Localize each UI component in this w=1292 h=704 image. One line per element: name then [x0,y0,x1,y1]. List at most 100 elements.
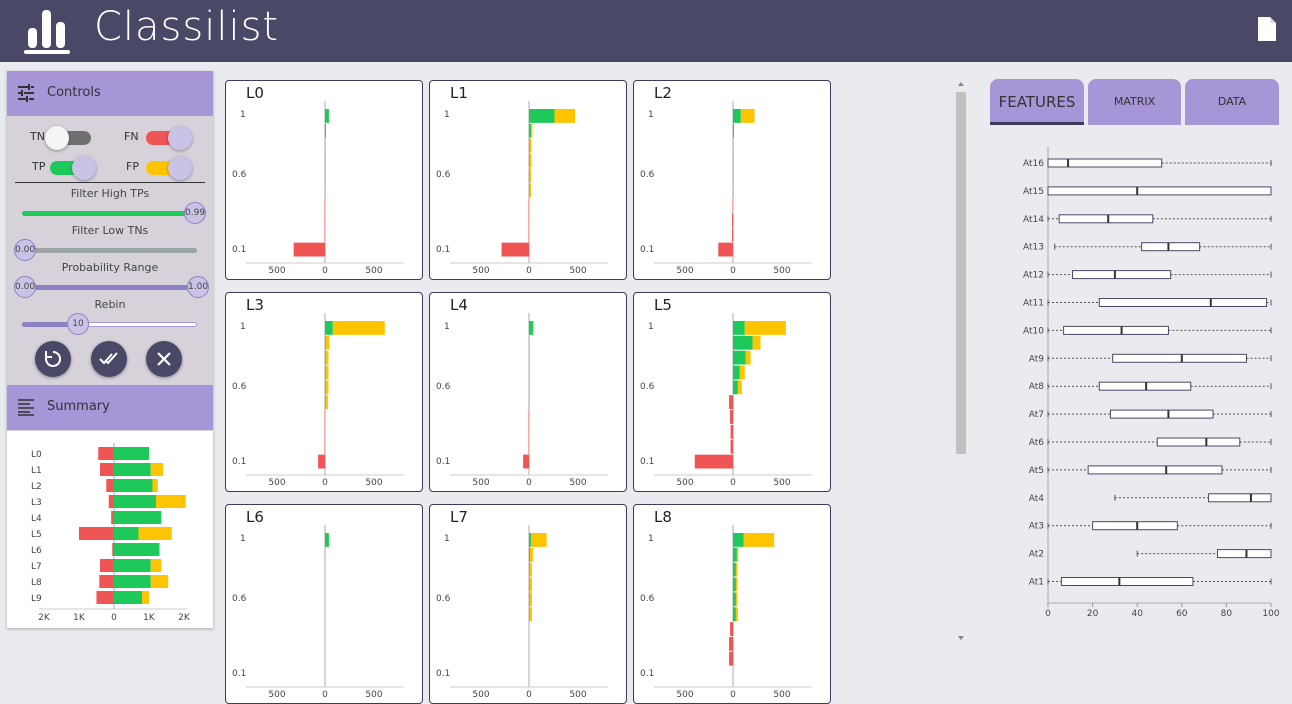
x-tick-label: 500 [676,478,693,488]
tp-bar [325,321,333,335]
tp-bar [733,548,737,562]
summary-tp-bar [114,591,142,604]
fn-bar [502,243,529,257]
left-panel: Controls TN FN TP FP Filter High TPs 0.9… [7,71,213,628]
fp-bar [745,321,786,335]
x-tick-label: 500 [676,266,693,276]
feature-label: At2 [1029,550,1044,560]
filter-high-tps-track[interactable] [22,211,197,216]
summary-row-label: L3 [31,498,42,508]
y-tick-label: 0.1 [232,245,246,255]
apply-all-button[interactable] [91,341,127,377]
y-tick-label: 1 [444,110,450,120]
fp-bar [738,380,742,394]
x-tick-label: 500 [268,266,285,276]
summary-fn-bar [98,447,114,460]
y-tick-label: 0.6 [640,382,655,392]
feature-label: At7 [1029,410,1044,420]
x-tick-label: 60 [1176,609,1188,619]
fp-bar [531,533,547,547]
x-tick-label: 500 [472,266,489,276]
y-tick-label: 1 [444,534,450,544]
x-tick-label: 500 [773,266,790,276]
tp-bar [733,578,736,592]
x-tick-label: 0 [322,478,328,488]
summary-tick-label: 2K [178,613,191,623]
fn-bar [731,440,733,454]
charts-scrollbar[interactable] [954,80,968,642]
toggle-fn-knob[interactable] [168,126,192,150]
scroll-thumb [956,92,966,454]
fp-bar [531,124,532,138]
y-tick-label: 0.6 [436,594,451,604]
y-tick-label: 0.6 [232,382,247,392]
filter-high-tps-handle[interactable]: 0.99 [184,202,206,224]
feature-label: At15 [1023,187,1044,197]
y-tick-label: 0.1 [436,457,450,467]
fn-bar [695,455,733,469]
fp-bar [530,548,533,562]
filter-low-tns-label: Filter Low TNs [7,224,213,237]
y-tick-label: 1 [240,110,246,120]
tp-bar [529,548,530,562]
probability-range-max-handle[interactable]: 1.00 [187,276,209,298]
summary-fn-bar [109,495,114,508]
fp-bar [529,183,530,197]
tab-matrix[interactable]: MATRIX [1088,79,1181,125]
toggle-tp[interactable] [50,161,94,175]
summary-fp-bar [156,495,186,508]
fp-bar [325,336,329,350]
toggle-tn-label: TN [30,130,45,143]
toggle-fp[interactable] [146,161,190,175]
summary-fn-bar [100,463,114,476]
filter-low-tns-track[interactable] [22,248,197,253]
summary-tick-label: 0 [111,613,117,623]
x-tick-label: 500 [365,690,382,700]
fp-bar [746,351,751,365]
filter-low-tns-handle[interactable]: 0.00 [14,239,36,261]
toggle-fn[interactable] [146,131,190,145]
clear-button[interactable] [146,341,182,377]
toggle-fp-knob[interactable] [168,156,192,180]
toggle-fp-label: FP [126,160,139,173]
file-icon[interactable] [1257,16,1277,42]
reset-button[interactable] [35,341,71,377]
rebin-label: Rebin [7,298,213,311]
box [1073,271,1171,279]
summary-fn-bar [111,511,114,524]
toggle-tp-label: TP [32,160,45,173]
y-tick-label: 0.1 [436,669,450,679]
x-tick-label: 500 [773,478,790,488]
divider [15,182,205,183]
tab-data[interactable]: DATA [1185,79,1279,125]
box [1099,299,1266,307]
toggle-tn-knob[interactable] [45,126,69,150]
probability-range-track[interactable] [22,285,197,290]
tp-bar [733,607,736,621]
probability-range-min-handle[interactable]: 0.00 [14,276,36,298]
x-tick-label: 0 [322,690,328,700]
box [1048,159,1162,167]
feature-label: At1 [1029,578,1044,588]
fp-bar [736,592,737,606]
toggle-tp-knob[interactable] [72,156,96,180]
x-tick-label: 500 [472,690,489,700]
rebin-handle[interactable]: 10 [67,313,89,335]
box [1157,438,1240,446]
reset-icon [43,349,63,369]
tab-features[interactable]: FEATURES [990,79,1084,125]
toggle-tn[interactable] [47,131,91,145]
fp-bar [533,321,534,335]
